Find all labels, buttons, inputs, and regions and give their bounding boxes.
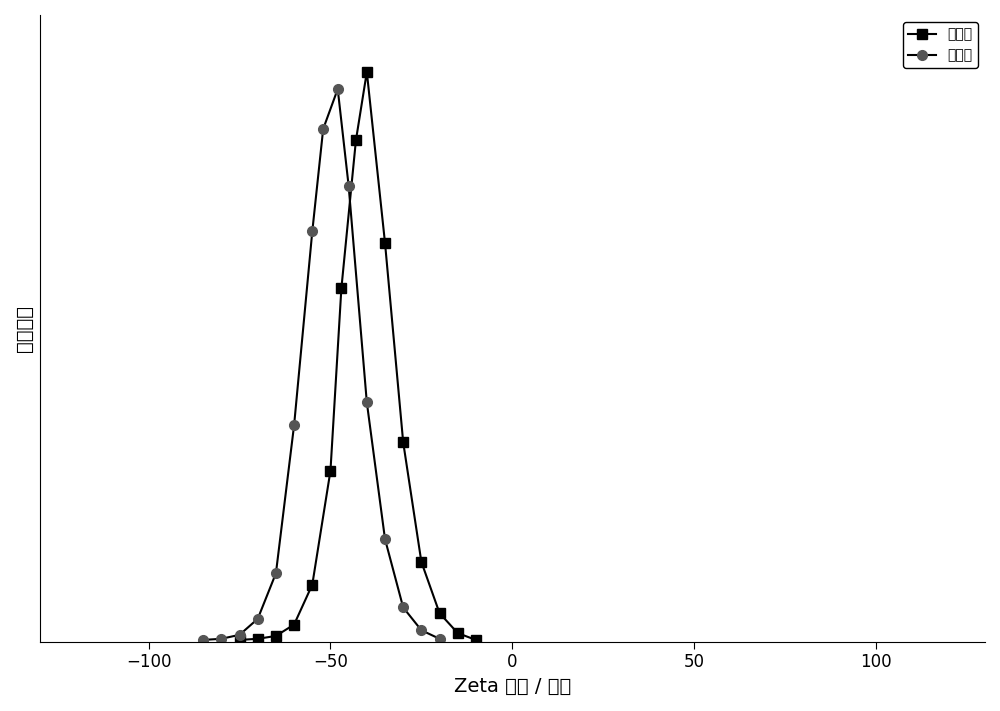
处理前 [397,438,409,447]
处理后 [306,228,318,236]
处理前 [270,631,282,640]
处理前 [434,609,446,617]
处理后 [332,85,344,93]
处理前 [234,636,246,644]
处理后 [270,569,282,577]
处理前 [306,580,318,589]
处理前 [324,466,336,475]
处理前 [252,634,264,643]
处理后 [288,421,300,429]
Y-axis label: 任意单位: 任意单位 [15,305,34,352]
Legend: 处理前, 处理后: 处理前, 处理后 [903,22,978,68]
Line: 处理前: 处理前 [235,67,481,645]
处理前 [350,136,362,144]
处理前 [415,557,427,566]
处理后 [215,634,227,643]
Line: 处理后: 处理后 [198,84,444,645]
处理后 [361,398,373,407]
处理前 [470,636,482,644]
处理前 [361,68,373,76]
处理后 [343,181,355,190]
处理后 [234,631,246,639]
处理后 [317,124,329,133]
处理前 [335,284,347,293]
处理后 [379,535,391,543]
处理前 [379,239,391,247]
处理前 [452,629,464,637]
X-axis label: Zeta 电势 / 毫伏: Zeta 电势 / 毫伏 [454,677,571,696]
处理后 [252,614,264,623]
处理后 [397,603,409,611]
处理后 [415,626,427,634]
处理后 [197,636,209,644]
处理前 [288,620,300,629]
处理后 [434,634,446,643]
